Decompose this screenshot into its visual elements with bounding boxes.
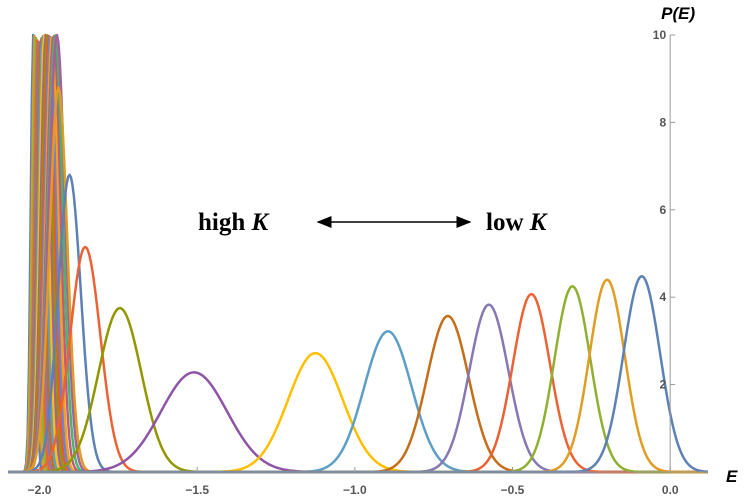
y-tick-label: 4 (659, 290, 666, 304)
annotation-low-k: low K (486, 209, 549, 236)
x-tick-label: −1.5 (185, 483, 209, 497)
y-tick-label: 6 (659, 203, 666, 217)
series-curve-17 (8, 86, 708, 474)
series-curve-25 (8, 303, 708, 474)
x-tick-label: −1.0 (343, 483, 367, 497)
series-curve-29 (8, 275, 709, 474)
y-tick-label: 2 (659, 378, 666, 392)
x-axis-label: E (726, 467, 738, 486)
series-curve-21 (8, 371, 708, 474)
annotation-low-text: low (486, 209, 530, 236)
series-curve-26 (8, 292, 708, 474)
x-axis-ticks: −2.0 −1.5 −1.0 −0.5 0.0 (28, 467, 679, 497)
y-tick-label: 8 (659, 115, 666, 129)
y-axis-label: P(E) (661, 4, 695, 23)
x-tick-label: −0.5 (501, 483, 525, 497)
annotation-high-var: K (251, 209, 271, 236)
series-curve-28 (8, 278, 708, 474)
x-tick-label: 0.0 (662, 483, 679, 497)
annotation-high-text: high (198, 209, 252, 236)
annotation-high-k: high K (198, 209, 271, 236)
annotation-low-var: K (529, 209, 549, 236)
y-axis-ticks: 2 4 6 8 10 (653, 28, 676, 392)
y-tick-label: 10 (653, 28, 667, 42)
series-curve-20 (8, 306, 708, 474)
x-tick-label: −2.0 (28, 483, 52, 497)
series-curves (8, 33, 709, 474)
